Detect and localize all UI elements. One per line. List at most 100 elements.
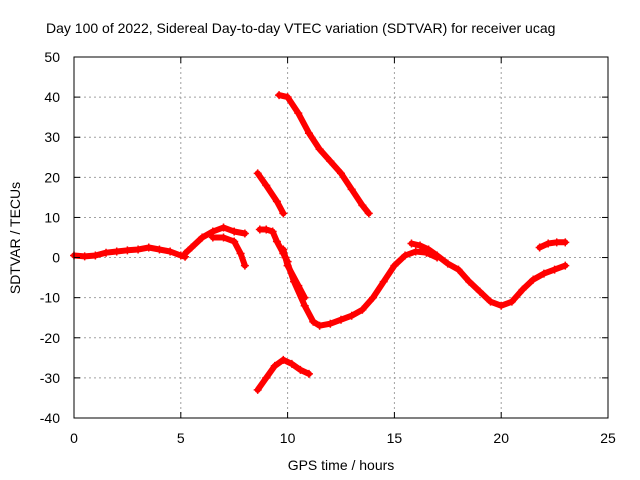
data-point — [552, 238, 561, 247]
y-tick-label: 30 — [44, 129, 60, 145]
x-tick-label: 0 — [70, 430, 78, 446]
y-axis-label: SDTVAR / TECUs — [7, 182, 23, 294]
series-arc-9 — [407, 239, 570, 310]
y-tick-label: 50 — [44, 49, 60, 65]
data-point — [304, 369, 313, 378]
y-tick-label: -30 — [40, 370, 60, 386]
data-point — [443, 259, 452, 268]
data-point — [268, 227, 277, 236]
data-point — [219, 233, 228, 242]
data-point — [253, 169, 262, 178]
x-tick-label: 5 — [177, 430, 185, 446]
data-point — [240, 229, 249, 238]
series-arc-3 — [208, 233, 249, 270]
data-point — [144, 243, 153, 252]
series-trace — [276, 92, 372, 217]
data-series — [70, 91, 570, 394]
data-point — [424, 245, 433, 254]
data-point — [181, 249, 190, 258]
y-tick-label: -40 — [40, 410, 60, 426]
data-point — [262, 181, 271, 190]
data-point — [281, 253, 290, 262]
data-point — [550, 265, 559, 274]
y-tick-label: 0 — [52, 250, 60, 266]
data-point — [507, 297, 516, 306]
data-point — [309, 317, 318, 326]
data-point — [358, 201, 367, 210]
data-point — [390, 261, 399, 270]
chart-title: Day 100 of 2022, Sidereal Day-to-day VTE… — [46, 20, 555, 36]
data-point — [166, 247, 175, 256]
data-point — [219, 223, 228, 232]
data-point — [230, 227, 239, 236]
data-point — [486, 297, 495, 306]
data-point — [407, 239, 416, 248]
data-point — [347, 185, 356, 194]
y-tick-label: -20 — [40, 330, 60, 346]
data-point — [279, 355, 288, 364]
data-point — [253, 385, 262, 394]
data-point — [112, 247, 121, 256]
data-point — [475, 287, 484, 296]
data-point — [337, 315, 345, 324]
data-point — [187, 243, 196, 252]
data-point — [262, 373, 271, 382]
data-point — [240, 261, 249, 270]
data-point — [279, 245, 288, 254]
data-point — [401, 251, 410, 260]
data-point — [275, 91, 284, 100]
data-point — [411, 247, 420, 256]
y-tick-label: 20 — [44, 169, 60, 185]
series-arc-11 — [253, 355, 313, 394]
data-point — [290, 277, 299, 286]
series-arc-4 — [253, 169, 288, 218]
data-point — [561, 238, 570, 247]
data-point — [369, 293, 378, 302]
series-arc-6 — [275, 91, 373, 218]
y-tick-label: -10 — [40, 290, 60, 306]
data-point — [91, 251, 100, 260]
data-point — [230, 237, 239, 246]
series-arc-2 — [181, 223, 249, 258]
data-point — [416, 241, 425, 250]
data-point — [272, 197, 281, 206]
data-point — [465, 277, 474, 286]
data-point — [544, 239, 553, 248]
data-point — [433, 251, 442, 260]
y-tick-label: 40 — [44, 89, 60, 105]
data-point — [123, 246, 132, 255]
data-point — [279, 209, 288, 218]
data-point — [364, 209, 373, 218]
series-trace — [408, 240, 569, 309]
data-point — [134, 245, 143, 254]
data-point — [535, 243, 544, 252]
data-point — [294, 109, 303, 118]
data-point — [529, 275, 538, 284]
data-point — [326, 319, 335, 328]
data-point — [296, 365, 305, 374]
grid — [74, 57, 608, 418]
data-point — [155, 245, 164, 254]
data-point — [347, 311, 356, 320]
x-axis-label: GPS time / hours — [288, 457, 395, 473]
x-tick-label: 20 — [493, 430, 509, 446]
data-point — [518, 285, 527, 294]
data-point — [315, 145, 324, 154]
data-point — [283, 93, 292, 102]
data-point — [262, 225, 271, 234]
data-point — [379, 277, 388, 286]
data-point — [337, 169, 345, 178]
data-point — [270, 361, 279, 370]
data-point — [358, 305, 367, 314]
x-tick-label: 15 — [387, 430, 403, 446]
data-point — [198, 233, 207, 242]
x-tick-label: 25 — [600, 430, 616, 446]
series-trace — [282, 248, 441, 329]
series-trace — [536, 239, 569, 251]
data-point — [102, 248, 111, 257]
data-point — [272, 237, 281, 246]
plot-frame — [73, 56, 609, 419]
series-arc-1 — [70, 243, 190, 261]
series-arc-10 — [535, 238, 570, 252]
data-point — [315, 321, 324, 330]
